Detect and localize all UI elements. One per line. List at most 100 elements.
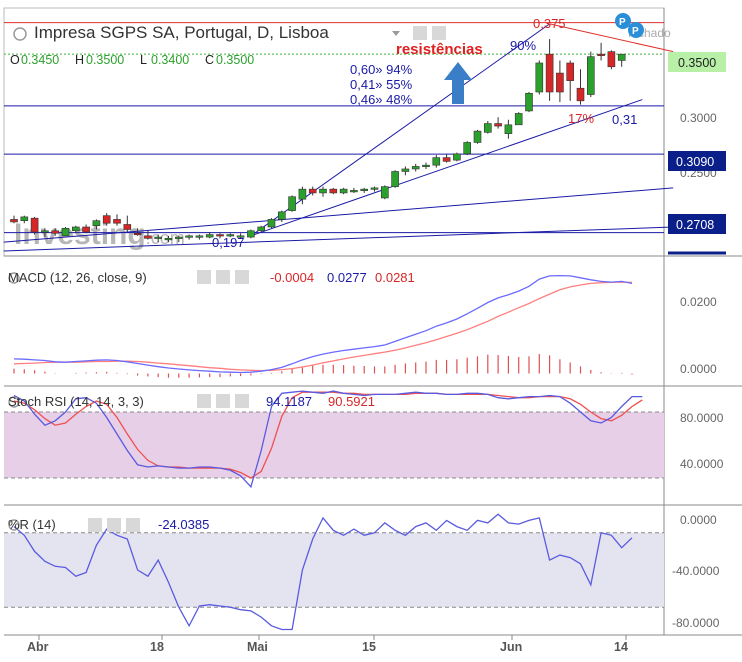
collapse-icon — [8, 519, 20, 531]
resistance-label: resistências — [396, 41, 483, 58]
candle-up — [257, 226, 266, 232]
visibility-icon — [88, 518, 102, 532]
candle-up — [514, 113, 523, 126]
close-icon — [235, 394, 249, 408]
x-tick-label: 14 — [614, 640, 628, 654]
x-tick-label: Abr — [27, 640, 49, 654]
settings-icon — [216, 270, 230, 284]
x-tick-label: 15 — [362, 640, 376, 654]
candle-down — [329, 188, 338, 194]
stoch-tick: 80.0000 — [680, 411, 724, 425]
wr-title: %R (14) — [8, 517, 56, 532]
candle-up — [267, 219, 276, 228]
close-icon — [126, 518, 140, 532]
candle-up — [504, 124, 513, 134]
candle-down — [576, 87, 585, 102]
macd-hist-value: -0.0004 — [270, 270, 314, 285]
x-tick-label: Jun — [500, 640, 522, 654]
candle-down — [102, 215, 111, 224]
candle-up — [411, 166, 420, 170]
ohlc-label: C — [205, 53, 214, 67]
label-high: 0,375 — [533, 16, 566, 31]
ohlc-label: H — [75, 53, 84, 67]
macd-signal-value: 0.0281 — [375, 270, 415, 285]
price-tick: 0.3000 — [680, 111, 717, 125]
candle-up — [20, 216, 29, 221]
label-17pct: 17% — [568, 111, 594, 126]
candle-down — [113, 219, 121, 224]
current-price-value: 0.3500 — [678, 56, 716, 70]
candle-up — [360, 188, 369, 191]
label-031: 0,31 — [612, 112, 637, 127]
visibility-icon — [197, 270, 211, 284]
candle-up — [401, 168, 410, 172]
candle-down — [597, 53, 605, 56]
candle-up — [72, 226, 80, 232]
collapse-icon — [13, 27, 27, 41]
candle-down — [556, 72, 564, 93]
candle-up — [370, 187, 379, 190]
visibility-icon — [413, 26, 427, 40]
macd-title: MACD (12, 26, close, 9) — [8, 270, 147, 285]
candle-up — [380, 186, 389, 199]
macd-tick: 0.0000 — [680, 362, 717, 376]
macd-signal-line — [13, 281, 633, 372]
collapse-icon — [8, 272, 20, 284]
candle-up — [339, 188, 348, 194]
up-arrow-icon — [444, 62, 472, 104]
candle-up — [164, 238, 173, 241]
current-price-badge — [668, 52, 726, 72]
candle-up — [226, 234, 235, 237]
candle-up — [525, 92, 533, 112]
trend-line — [250, 99, 643, 237]
candle-up — [319, 188, 327, 194]
candle-up — [61, 227, 70, 237]
stoch-tick: 40.0000 — [680, 457, 724, 471]
badge-circle — [628, 22, 644, 38]
label-90pct: 90% — [510, 38, 536, 53]
candle-up — [288, 196, 296, 211]
candle-up — [92, 220, 101, 227]
fib-line-3: 0,46» 48% — [350, 92, 413, 107]
candle-down — [308, 188, 317, 194]
candle-up — [154, 236, 162, 239]
candle-down — [545, 53, 554, 93]
candle-up — [422, 164, 430, 167]
candle-up — [463, 142, 472, 155]
stoch-title: Stoch RSI (14, 14, 3, 3) — [8, 394, 144, 409]
ohlc-value: 0.3400 — [151, 53, 189, 67]
stoch-band — [4, 412, 664, 478]
candle-down — [10, 219, 18, 223]
macd-value: 0.0277 — [327, 270, 367, 285]
wr-band — [4, 532, 664, 608]
candle-up — [298, 188, 307, 200]
price-badge-2708 — [668, 214, 726, 234]
ohlc-value: 0.3500 — [216, 53, 254, 67]
label-low: 0,197 — [212, 235, 245, 250]
settings-icon — [107, 518, 121, 532]
stoch-d-value: 90.5921 — [328, 394, 375, 409]
price-badge-label: 0.2708 — [676, 218, 714, 232]
wr-tick: 0.0000 — [680, 513, 717, 527]
chart-title: Impresa SGPS SA, Portugal, D, Lisboa — [34, 23, 329, 42]
candle-down — [442, 157, 451, 162]
badge-letter: P — [632, 26, 639, 37]
x-tick-label: 18 — [150, 640, 164, 654]
candle-down — [494, 123, 502, 127]
settings-icon — [432, 26, 446, 40]
macd-tick: 0.0200 — [680, 295, 717, 309]
wr-tick: -80.0000 — [672, 616, 720, 630]
fib-line-2: 0,41» 55% — [350, 77, 413, 92]
candle-up — [195, 235, 204, 238]
candle-up — [617, 53, 626, 61]
trend-line — [250, 23, 550, 237]
badge-circle — [615, 13, 631, 29]
stoch-k-value: 94.1187 — [266, 394, 312, 409]
candle-up — [41, 230, 49, 233]
trend-line — [3, 226, 674, 252]
candle-down — [30, 217, 39, 233]
macd-line — [13, 274, 633, 374]
candle-up — [205, 234, 214, 238]
candle-up — [185, 235, 193, 238]
